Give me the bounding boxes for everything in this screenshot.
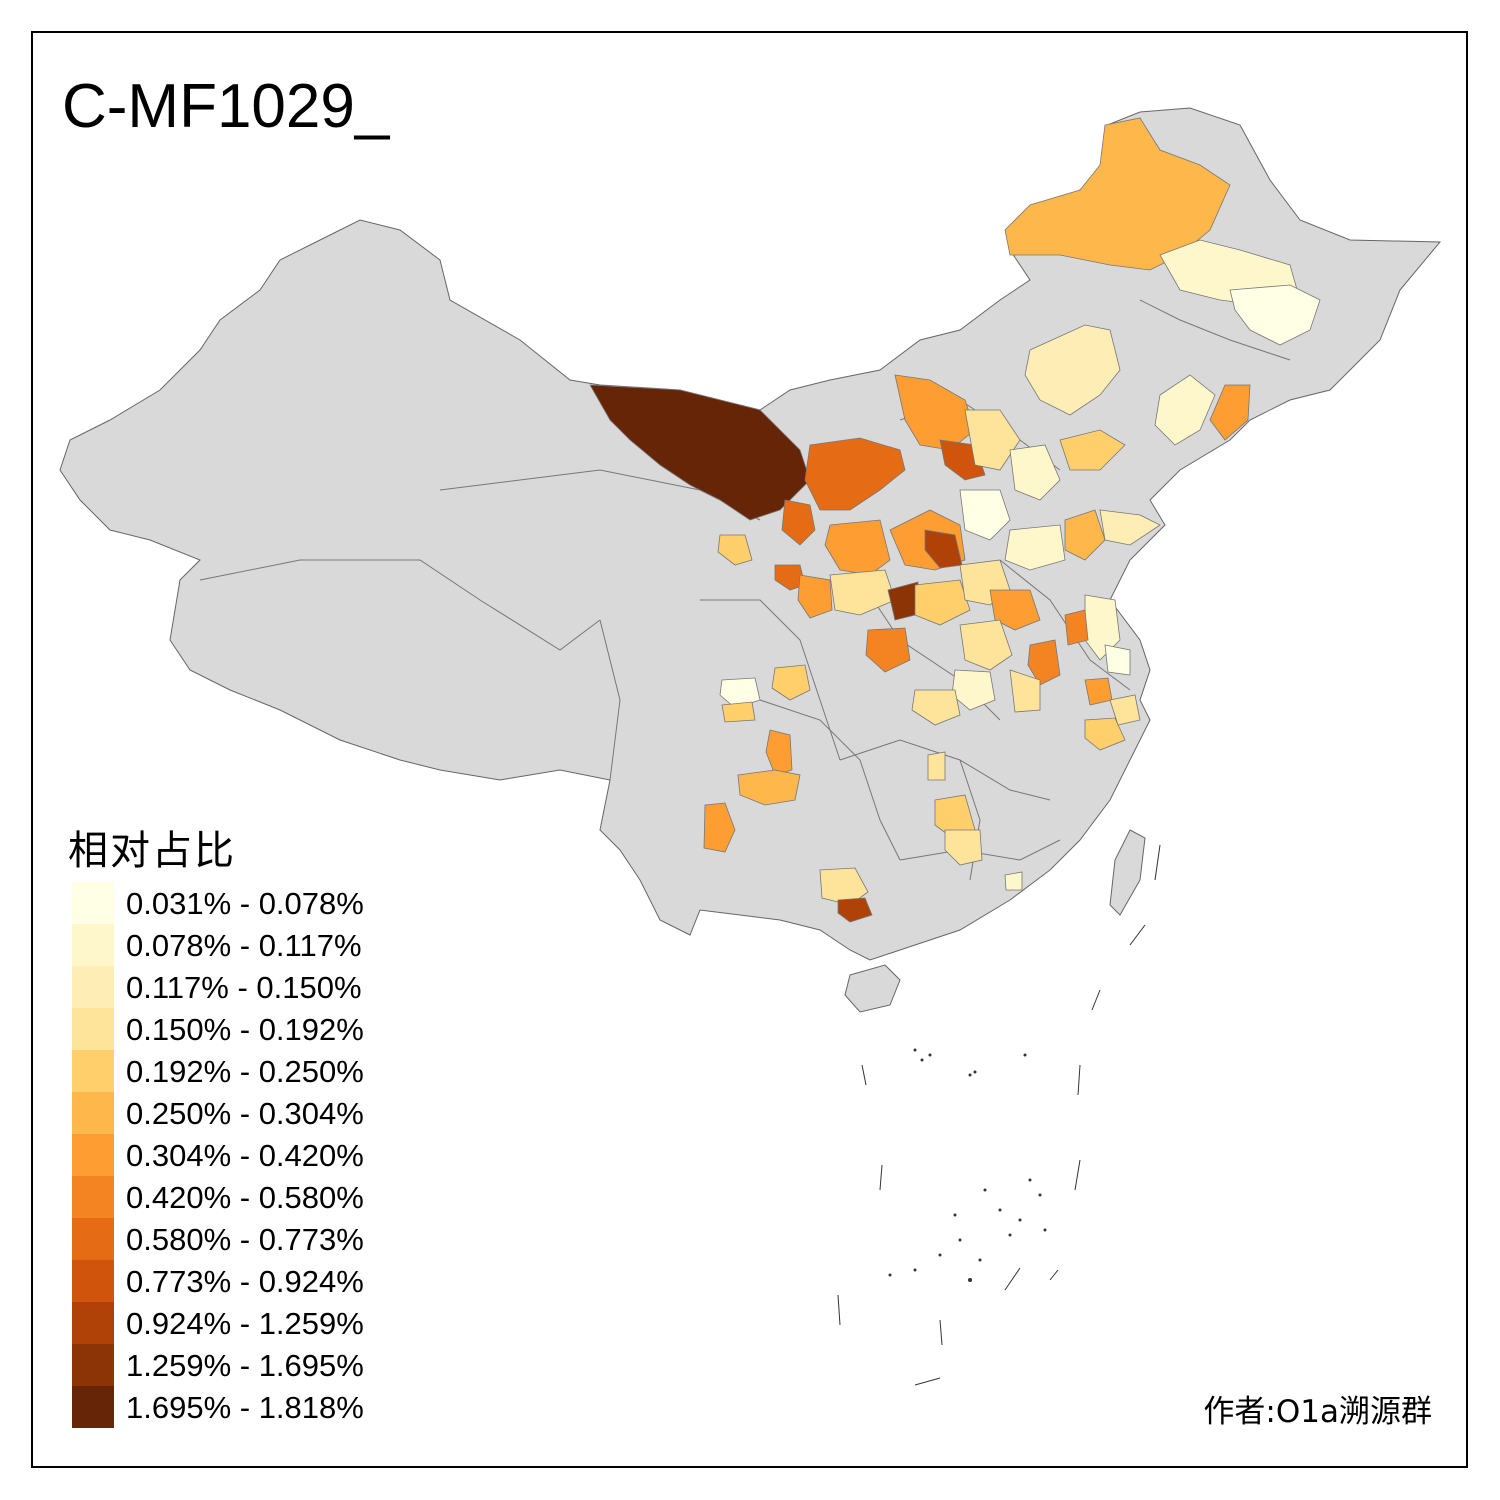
legend-label: 0.192% - 0.250% xyxy=(126,1054,364,1089)
taiwan-island xyxy=(1109,829,1146,916)
legend-item: 1.259% - 1.695% xyxy=(72,1344,412,1386)
legend-swatch xyxy=(72,1176,114,1218)
region-jiangsu-4 xyxy=(1084,677,1113,706)
legend-item: 0.420% - 0.580% xyxy=(72,1176,412,1218)
legend-item: 0.150% - 0.192% xyxy=(72,1008,412,1050)
legend-swatch xyxy=(72,1050,114,1092)
region-anhui-1 xyxy=(1027,639,1061,686)
legend-label: 0.117% - 0.150% xyxy=(126,970,362,1005)
legend-swatch xyxy=(72,1092,114,1134)
region-baoji xyxy=(797,574,833,619)
legend-swatch xyxy=(72,924,114,966)
hainan-island xyxy=(844,964,901,1013)
legend-label: 0.250% - 0.304% xyxy=(126,1096,364,1131)
region-shandong-3 xyxy=(1004,524,1066,571)
mainland-base xyxy=(59,107,1442,961)
region-sichuan-1 xyxy=(721,701,756,723)
region-zhejiang-2 xyxy=(1109,694,1141,726)
region-liaoning-light xyxy=(1154,374,1216,446)
region-hunan-3 xyxy=(944,829,983,866)
legend-item: 0.078% - 0.117% xyxy=(72,924,412,966)
legend-label: 1.259% - 1.695% xyxy=(126,1348,364,1383)
legend-swatch xyxy=(72,882,114,924)
region-alxa xyxy=(589,384,811,521)
region-bayannur xyxy=(804,437,906,511)
region-jiangsu-2 xyxy=(1064,609,1089,646)
legend-item: 0.192% - 0.250% xyxy=(72,1050,412,1092)
region-hubei-1 xyxy=(959,619,1013,671)
choropleth-regions xyxy=(589,117,1321,923)
region-zhejiang-1 xyxy=(1084,717,1126,751)
region-jiangsu-3 xyxy=(1104,644,1131,676)
legend-swatch xyxy=(72,1134,114,1176)
legend-item: 0.117% - 0.150% xyxy=(72,966,412,1008)
region-nanning xyxy=(837,897,873,923)
region-henan-3 xyxy=(989,589,1041,631)
legend-item: 0.031% - 0.078% xyxy=(72,882,412,924)
legend-label: 0.580% - 0.773% xyxy=(126,1222,364,1257)
author-credit: 作者:O1a溯源群 xyxy=(1203,1394,1432,1430)
legend-label: 0.078% - 0.117% xyxy=(126,928,362,963)
region-hebei-3 xyxy=(1059,429,1126,471)
region-hulunbuir xyxy=(1004,117,1231,271)
region-shanxi-dark xyxy=(924,529,963,569)
region-sichuan-2 xyxy=(737,769,801,806)
legend-swatch xyxy=(72,1260,114,1302)
region-henan-1 xyxy=(914,579,971,626)
region-guangyuan xyxy=(771,664,811,701)
legend-swatch xyxy=(72,966,114,1008)
region-shandong-1 xyxy=(1064,509,1106,561)
region-tianshui xyxy=(774,564,806,591)
south-china-sea-islands xyxy=(837,844,1161,1386)
region-hebei-4 xyxy=(959,489,1011,541)
legend-label: 0.031% - 0.078% xyxy=(126,886,364,921)
region-xilingol xyxy=(1024,324,1121,416)
legend-label: 0.773% - 0.924% xyxy=(126,1264,364,1299)
legend-item: 0.580% - 0.773% xyxy=(72,1218,412,1260)
region-shiyan xyxy=(865,627,911,673)
region-ne-lightest xyxy=(1229,284,1321,346)
legend-swatch xyxy=(72,1302,114,1344)
legend: 0.031% - 0.078% 0.078% - 0.117% 0.117% -… xyxy=(72,882,412,1428)
legend-swatch xyxy=(72,1386,114,1428)
legend-item: 0.924% - 1.259% xyxy=(72,1302,412,1344)
legend-swatch xyxy=(72,1344,114,1386)
legend-label: 0.924% - 1.259% xyxy=(126,1306,364,1341)
region-hebei-2 xyxy=(1009,444,1061,501)
legend-item: 0.250% - 0.304% xyxy=(72,1092,412,1134)
legend-item: 0.773% - 0.924% xyxy=(72,1260,412,1302)
region-xian-area xyxy=(829,569,896,616)
legend-title: 相对占比 xyxy=(68,828,236,874)
region-yunnan-1 xyxy=(703,802,736,853)
map-title: C-MF1029_ xyxy=(62,72,390,141)
island-dots xyxy=(888,1048,1047,1282)
region-liaoning-east xyxy=(1209,384,1251,441)
legend-swatch xyxy=(72,1008,114,1050)
legend-label: 0.420% - 0.580% xyxy=(126,1180,364,1215)
region-gansu-small xyxy=(717,534,753,566)
legend-label: 0.304% - 0.420% xyxy=(126,1138,364,1173)
region-shandong-2 xyxy=(1099,509,1161,546)
legend-swatch xyxy=(72,1218,114,1260)
region-hubei-3 xyxy=(911,689,961,726)
legend-label: 1.695% - 1.818% xyxy=(126,1390,364,1425)
region-anhui-2 xyxy=(1009,669,1041,713)
region-jiangxi xyxy=(1004,871,1023,891)
legend-item: 1.695% - 1.818% xyxy=(72,1386,412,1428)
legend-label: 0.150% - 0.192% xyxy=(126,1012,364,1047)
region-ordos xyxy=(894,374,976,451)
legend-item: 0.304% - 0.420% xyxy=(72,1134,412,1176)
region-ningxia-1 xyxy=(781,499,816,546)
region-hebei-1 xyxy=(964,409,1021,471)
region-hunan-1 xyxy=(927,751,946,781)
